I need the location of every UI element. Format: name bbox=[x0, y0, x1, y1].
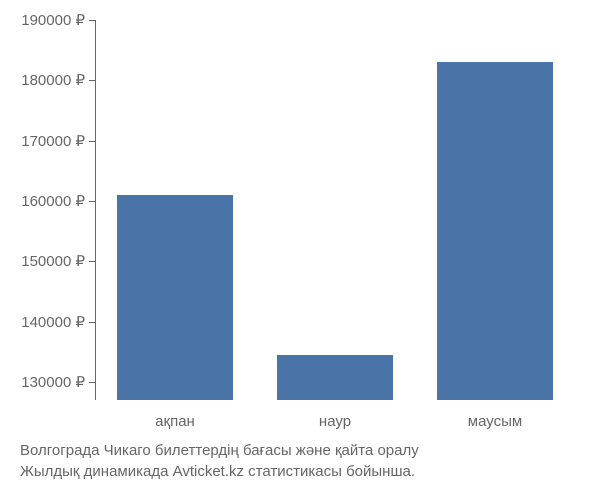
chart-caption: Волгограда Чикаго билеттердің бағасы жән… bbox=[20, 440, 419, 482]
y-tick-mark bbox=[89, 141, 95, 142]
y-tick-label: 170000 ₽ bbox=[21, 132, 85, 150]
bar-chart: 130000 ₽ 140000 ₽ 150000 ₽ 160000 ₽ 170000 ₽… bbox=[0, 0, 600, 500]
y-tick-mark bbox=[89, 261, 95, 262]
x-tick-label: ақпан bbox=[155, 413, 195, 430]
y-tick-mark bbox=[89, 382, 95, 383]
y-tick-mark bbox=[89, 20, 95, 21]
y-tick-mark bbox=[89, 80, 95, 81]
bar bbox=[437, 62, 552, 400]
y-tick-label: 130000 ₽ bbox=[21, 373, 85, 391]
plot-area bbox=[95, 20, 575, 400]
y-tick-label: 150000 ₽ bbox=[21, 252, 85, 270]
y-tick-mark bbox=[89, 322, 95, 323]
x-tick-label: наур bbox=[319, 413, 351, 430]
y-tick-label: 140000 ₽ bbox=[21, 313, 85, 331]
y-tick-label: 160000 ₽ bbox=[21, 192, 85, 210]
caption-line-1: Волгограда Чикаго билеттердің бағасы жән… bbox=[20, 440, 419, 461]
bar bbox=[117, 195, 232, 400]
bar bbox=[277, 355, 392, 400]
y-tick-label: 180000 ₽ bbox=[21, 71, 85, 89]
y-axis: 130000 ₽ 140000 ₽ 150000 ₽ 160000 ₽ 170000 ₽… bbox=[0, 20, 90, 400]
caption-line-2: Жылдық динамикада Avticket.kz статистика… bbox=[20, 461, 419, 482]
y-tick-label: 190000 ₽ bbox=[21, 11, 85, 29]
y-tick-mark bbox=[89, 201, 95, 202]
x-axis: ақпан наур маусым bbox=[95, 405, 575, 435]
x-tick-label: маусым bbox=[468, 413, 522, 430]
